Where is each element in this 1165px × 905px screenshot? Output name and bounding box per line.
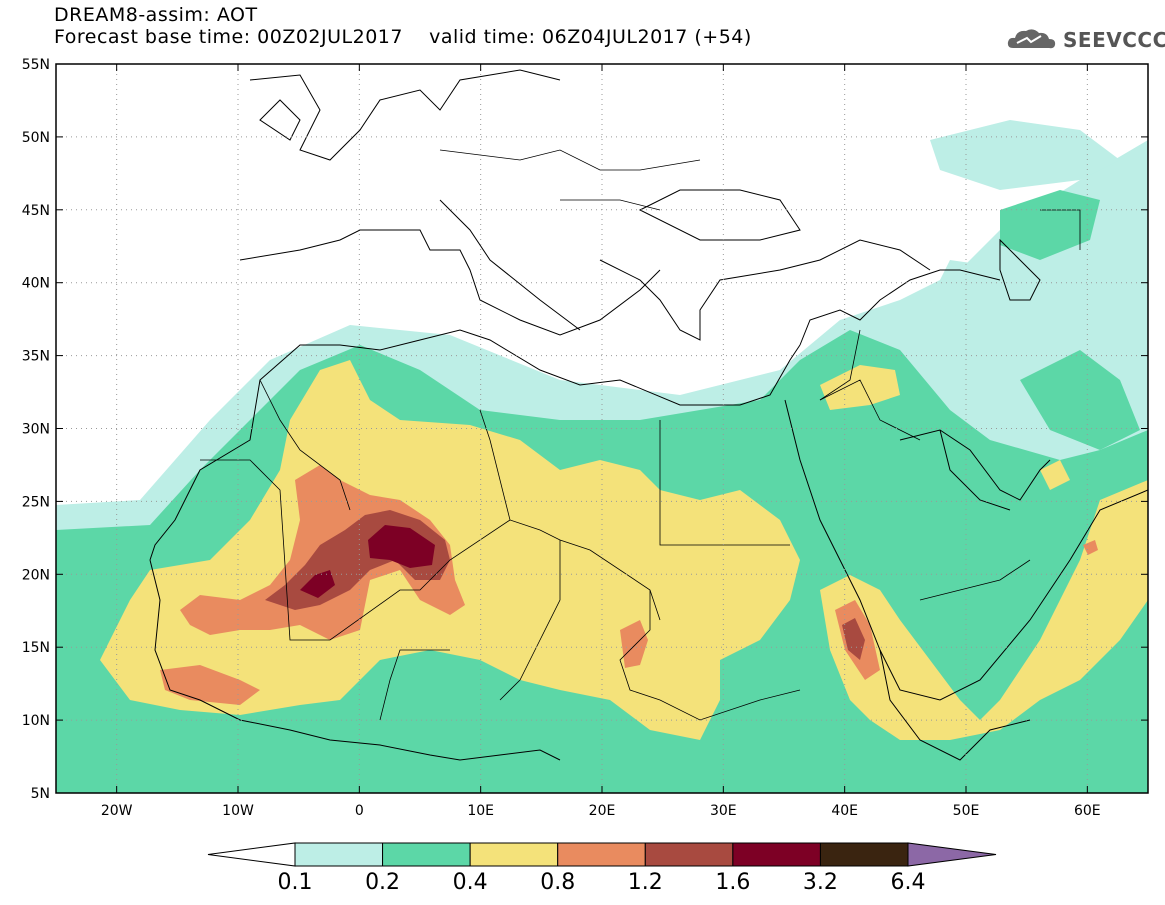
colorbar-box (557, 842, 646, 867)
map-title: DREAM8-assim: AOT (54, 4, 258, 26)
colorbar-box (469, 842, 559, 867)
colorbar-level-label: 0.4 (452, 870, 488, 895)
colorbar-box (644, 842, 734, 867)
aot-level-1-6 (300, 525, 435, 598)
y-tick-label: 50N (22, 130, 50, 146)
colorbar-box (732, 842, 821, 867)
aot-field (56, 120, 1148, 793)
y-tick-label: 45N (22, 203, 50, 219)
colorbar-level-label: 0.8 (540, 870, 576, 895)
x-tick-label: 40E (831, 803, 858, 819)
x-tick-label: 10W (222, 803, 254, 819)
x-tick-label: 20E (589, 803, 616, 819)
colorbar-box (382, 842, 471, 867)
colorbar-boxes (207, 842, 997, 867)
colorbar-level-label: 0.2 (365, 870, 401, 895)
y-tick-label: 10N (22, 713, 50, 729)
forecast-time-line: Forecast base time: 00Z02JUL2017 valid t… (54, 26, 752, 48)
x-tick-label: 10E (467, 803, 494, 819)
y-tick-label: 15N (22, 640, 50, 656)
colorbar-level-label: 3.2 (802, 870, 838, 895)
y-tick-label: 5N (31, 786, 50, 802)
x-tick-label: 20W (101, 803, 133, 819)
y-tick-label: 20N (22, 567, 50, 583)
x-tick-label: 0 (355, 803, 364, 819)
seevccc-logo: SEEVCCC (1005, 24, 1165, 54)
longitude-axis: 20W 10W 0 10E 20E 30E 40E 50E 60E (101, 64, 1101, 819)
logo-text: SEEVCCC (1063, 28, 1165, 52)
colorbar-level-label: 1.6 (715, 870, 751, 895)
colorbar-level-label: 6.4 (890, 870, 926, 895)
y-tick-label: 55N (22, 57, 50, 73)
y-tick-label: 40N (22, 276, 50, 292)
colorbar-box (819, 842, 909, 867)
colorbar-below-arrow (207, 842, 296, 867)
country-borders (200, 149, 1081, 721)
y-tick-label: 35N (22, 349, 50, 365)
colorbar-level-label: 1.2 (627, 870, 663, 895)
x-tick-label: 60E (1074, 803, 1101, 819)
y-tick-label: 25N (22, 494, 50, 510)
x-tick-label: 50E (953, 803, 980, 819)
cloud-logo-icon (1007, 29, 1056, 49)
y-tick-label: 30N (22, 422, 50, 438)
colorbar-box (294, 842, 384, 867)
colorbar-above-arrow (907, 842, 997, 867)
coastlines (149, 69, 1148, 761)
colorbar-level-label: 0.1 (277, 870, 313, 895)
latitude-axis: 55N 50N 45N 40N 35N 30N 25N 20N 15N 10N 5N (22, 57, 1148, 802)
x-tick-label: 30E (710, 803, 737, 819)
